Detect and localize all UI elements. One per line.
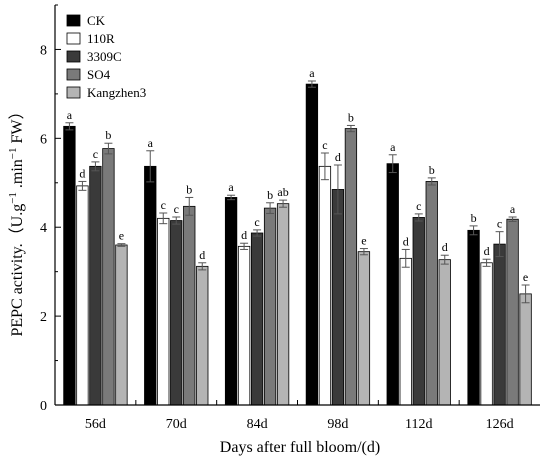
bar-ck-70d (144, 165, 157, 406)
bar-kangzhen3-112d (438, 259, 451, 406)
bar-3309c-112d (412, 217, 425, 406)
significance-label: e (523, 270, 528, 284)
legend-label-110r: 110R (87, 31, 115, 46)
x-axis-title: Days after full bloom/(d) (220, 439, 380, 456)
legend-label-3309c: 3309C (87, 49, 122, 64)
significance-label: a (148, 136, 154, 150)
legend-swatch-110r (66, 32, 81, 45)
y-axis-title-suffix: FW） (8, 103, 26, 147)
significance-label: c (322, 138, 327, 152)
significance-label: d (442, 240, 448, 254)
bar-so4-98d (344, 128, 358, 406)
significance-label: b (105, 128, 111, 142)
bar-kangzhen3-98d (357, 251, 371, 406)
bar-3309c-70d (170, 220, 183, 406)
x-tick-label: 70d (166, 417, 187, 432)
bar-so4-126d (506, 218, 519, 406)
bar-kangzhen3-56d (115, 244, 128, 406)
bar-ck-56d (63, 125, 76, 406)
bar-110r-70d (157, 217, 170, 406)
significance-label: b (429, 163, 435, 177)
y-tick-label: 8 (40, 43, 47, 58)
significance-label: c (93, 147, 98, 161)
significance-label: c (497, 217, 502, 231)
bar-so4-84d (263, 207, 277, 406)
significance-label: a (67, 108, 73, 122)
y-axis-title-prefix: PEPC activity.（U.g (8, 204, 26, 337)
legend-swatch-3309c (66, 50, 81, 63)
y-axis-title-sup-1: −1 (7, 192, 19, 204)
significance-label: d (199, 248, 205, 262)
bar-110r-98d (318, 165, 332, 406)
bar-kangzhen3-126d (519, 293, 532, 406)
bar-so4-70d (183, 205, 196, 406)
y-axis-title-mid: .min (9, 159, 26, 192)
significance-label: e (361, 234, 366, 248)
bar-ck-112d (386, 163, 399, 406)
x-tick-label: 112d (405, 417, 432, 432)
significance-label: c (161, 198, 166, 212)
y-tick-label: 6 (40, 132, 47, 147)
significance-label: d (241, 228, 247, 242)
y-axis-title: PEPC activity.（U.g−1 .min−1 FW） (7, 103, 26, 336)
bar-ck-84d (224, 197, 238, 406)
significance-label: a (309, 66, 315, 80)
significance-label: c (254, 215, 259, 229)
x-tick-label: 56d (85, 417, 106, 432)
legend-label-kangzhen3: Kangzhen3 (87, 85, 146, 100)
significance-label: d (79, 166, 85, 180)
bar-ck-126d (467, 229, 480, 406)
x-tick-label: 84d (247, 417, 268, 432)
y-tick-label: 4 (40, 221, 47, 236)
bar-110r-84d (237, 245, 251, 406)
significance-label: e (119, 229, 124, 243)
significance-label: b (348, 110, 354, 124)
legend-label-ck: CK (87, 13, 106, 28)
significance-label: b (186, 182, 192, 196)
significance-label: c (416, 199, 421, 213)
significance-label: ab (277, 185, 288, 199)
significance-label: a (390, 140, 396, 154)
bar-3309c-84d (250, 232, 264, 406)
bar-110r-126d (480, 262, 493, 406)
bar-kangzhen3-70d (196, 265, 209, 406)
legend-label-so4: SO4 (87, 67, 111, 82)
x-tick-label: 98d (327, 417, 348, 432)
significance-label: d (335, 150, 341, 164)
y-tick-label: 0 (40, 399, 47, 414)
bar-so4-56d (102, 148, 115, 406)
x-tick-label: 126d (486, 417, 514, 432)
bar-so4-112d (425, 181, 438, 406)
significance-label: a (228, 180, 234, 194)
bar-3309c-98d (331, 189, 345, 406)
y-tick-label: 2 (40, 310, 47, 325)
bar-110r-112d (399, 257, 412, 406)
bar-ck-98d (305, 83, 319, 406)
significance-label: d (403, 234, 409, 248)
bar-3309c-56d (89, 165, 102, 406)
bar-3309c-126d (493, 243, 506, 406)
significance-label: b (267, 188, 273, 202)
significance-label: c (174, 202, 179, 216)
significance-label: d (484, 244, 490, 258)
legend-swatch-kangzhen3 (66, 86, 81, 99)
bar-kangzhen3-84d (276, 203, 290, 406)
legend: CK 110R 3309C SO4 Kangzhen3 (66, 13, 146, 100)
significance-label: a (510, 202, 516, 216)
bar-110r-56d (76, 185, 89, 406)
y-axis-title-sup-2: −1 (7, 147, 19, 159)
legend-swatch-ck (66, 14, 81, 27)
legend-swatch-so4 (66, 68, 81, 81)
axes-layer: 0 2 4 6 8 56d 70d 84d 98d 112d 126d (40, 4, 540, 432)
significance-label: b (471, 211, 477, 225)
